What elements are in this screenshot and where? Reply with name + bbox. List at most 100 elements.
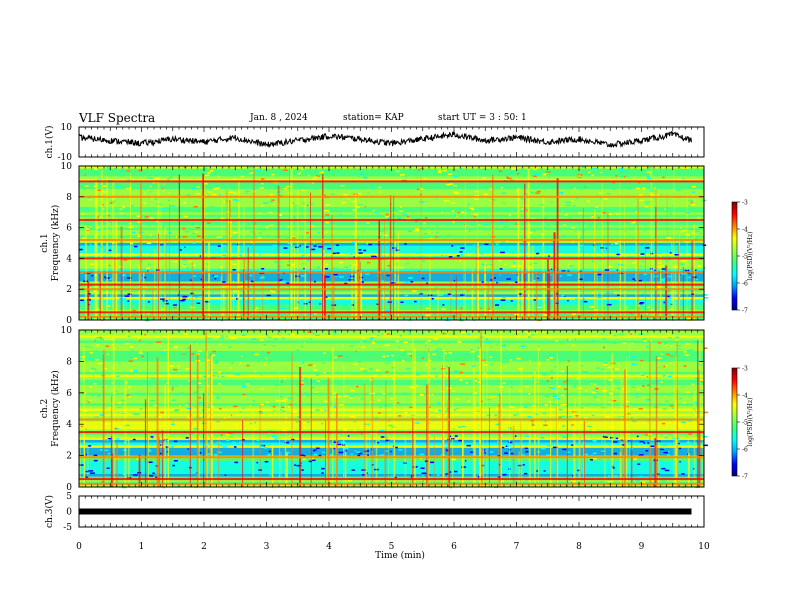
- spectrogram-speckle: [168, 390, 170, 392]
- spectrogram-speckle: [341, 433, 344, 436]
- spectrogram-speckle: [308, 174, 310, 177]
- spectrogram-speckle: [586, 200, 590, 202]
- spectrogram-speckle: [215, 475, 217, 477]
- spectrogram-speckle: [633, 207, 637, 209]
- spectrogram-speckle: [91, 274, 94, 277]
- spectrogram-speckle: [556, 246, 561, 248]
- spectrogram-speckle: [531, 376, 536, 379]
- sferic-streak: [220, 276, 222, 320]
- spectrogram-speckle: [530, 420, 535, 422]
- spectrogram-speckle: [669, 213, 673, 215]
- spectrogram-speckle: [559, 191, 564, 194]
- spectrogram-speckle: [672, 437, 677, 440]
- spectrogram-speckle: [344, 282, 348, 285]
- spectrogram-speckle: [290, 434, 293, 437]
- spectrogram-speckle: [543, 226, 546, 229]
- spectrogram-speckle: [621, 380, 623, 383]
- spectrogram-speckle: [171, 385, 173, 387]
- spectrogram-speckle: [89, 472, 95, 474]
- spectrogram-speckle: [665, 236, 671, 239]
- spectrogram-speckle: [613, 436, 617, 439]
- sferic-streak: [167, 331, 169, 487]
- sferic-streak: [619, 452, 622, 487]
- spectrogram-speckle: [182, 296, 188, 298]
- spectrogram-speckle: [244, 226, 247, 229]
- spectrogram-speckle: [236, 414, 238, 417]
- spectrogram-speckle: [448, 173, 453, 175]
- spectrogram-speckle: [343, 395, 349, 397]
- spectrogram-speckle: [680, 425, 682, 428]
- spectrogram-speckle: [403, 214, 408, 216]
- spectrogram-speckle: [223, 200, 226, 203]
- spectrogram-speckle: [682, 335, 687, 337]
- spectrogram-speckle: [643, 458, 647, 460]
- spectrogram-speckle: [232, 178, 238, 180]
- spectrogram-speckle: [551, 387, 555, 390]
- sferic-streak: [479, 347, 481, 487]
- spectrogram-speckle: [617, 294, 621, 297]
- spectrogram-speckle: [436, 231, 439, 233]
- spectrogram-speckle: [88, 401, 90, 403]
- spectrogram-speckle: [482, 177, 486, 179]
- spectrogram-speckle: [634, 393, 639, 395]
- spectrogram-speckle: [615, 437, 619, 440]
- spectrogram-speckle: [549, 357, 553, 359]
- spectrogram-speckle: [336, 250, 338, 252]
- spectrogram-speckle: [576, 335, 581, 338]
- spectrogram-speckle: [586, 242, 589, 245]
- sferic-streak: [393, 360, 396, 487]
- ch3-waveform: [79, 508, 692, 515]
- spectrogram-speckle: [89, 243, 91, 246]
- spectrogram-speckle: [489, 199, 491, 202]
- spectrogram-speckle: [582, 370, 587, 373]
- spectrogram-speckle: [528, 231, 533, 234]
- spectrogram-speckle: [536, 190, 541, 193]
- spectrogram-speckle: [233, 290, 237, 292]
- spectrogram-speckle: [681, 208, 684, 211]
- spectrogram-speckle: [518, 293, 523, 295]
- spectrogram-speckle: [387, 420, 390, 423]
- spectrogram-band: [79, 437, 704, 440]
- spectrogram-speckle: [424, 217, 428, 219]
- spectrogram-speckle: [267, 233, 269, 236]
- spectrogram-speckle: [382, 472, 384, 474]
- spectrogram-speckle: [353, 363, 358, 365]
- spectrogram-speckle: [297, 336, 302, 339]
- spectrogram-speckle: [497, 303, 500, 305]
- spectrogram-speckle: [126, 305, 131, 308]
- sferic-streak: [620, 371, 622, 487]
- spectrogram-speckle: [105, 345, 109, 347]
- spectrogram-speckle: [419, 317, 422, 319]
- spectrogram-speckle: [121, 298, 127, 300]
- spectrogram-speckle: [384, 174, 387, 176]
- spectrogram-band: [79, 473, 704, 477]
- sferic-streak: [385, 380, 387, 487]
- spectrogram-speckle: [548, 386, 552, 389]
- spectrogram-speckle: [662, 176, 665, 179]
- spectrogram-speckle: [585, 390, 587, 392]
- spectrogram-speckle: [672, 356, 676, 359]
- spectrogram-speckle: [634, 378, 637, 380]
- spectrogram-speckle: [563, 234, 565, 237]
- spectrogram-speckle: [663, 186, 667, 188]
- spectrogram-speckle: [661, 467, 666, 470]
- spectrogram-speckle: [513, 269, 518, 271]
- sferic-streak: [697, 340, 699, 487]
- sferic-streak: [630, 439, 633, 487]
- spectrogram-speckle: [520, 345, 526, 347]
- x-tick-label: 1: [139, 542, 145, 552]
- spectrogram-speckle: [333, 247, 337, 249]
- spectrogram-speckle: [398, 210, 403, 212]
- spectrogram-speckle: [661, 265, 665, 267]
- spectrogram-speckle: [171, 423, 175, 425]
- spectrogram-speckle: [489, 451, 494, 453]
- spectrogram-speckle: [88, 293, 91, 295]
- spectrogram-speckle: [248, 166, 253, 169]
- spectrogram-speckle: [676, 245, 679, 248]
- spectrogram-speckle: [484, 243, 489, 246]
- sferic-streak: [159, 437, 160, 487]
- spectrogram-speckle: [380, 230, 385, 232]
- spectrogram-speckle: [502, 221, 504, 223]
- spectrogram-speckle: [376, 369, 380, 371]
- spectrogram-speckle: [242, 334, 246, 336]
